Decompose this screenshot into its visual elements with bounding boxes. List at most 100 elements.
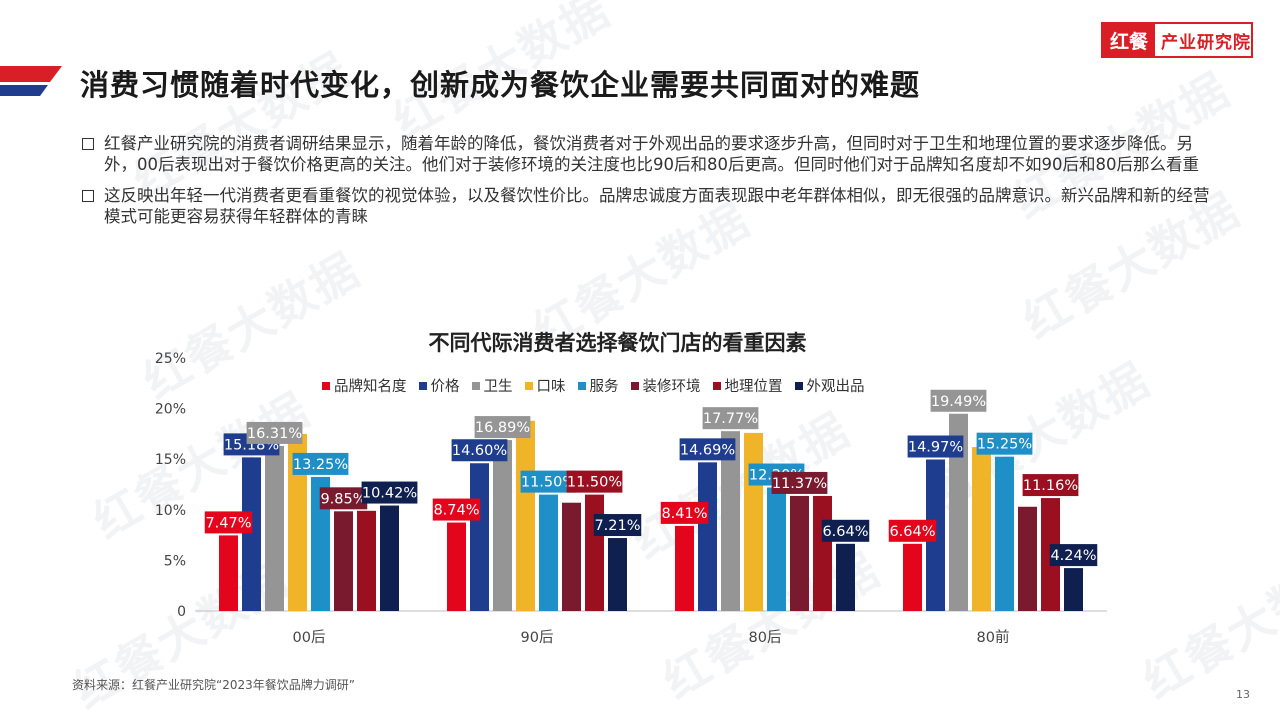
- legend-swatch: [524, 381, 533, 390]
- y-tick-label: 5%: [164, 553, 186, 569]
- x-tick-label: 90后: [521, 629, 554, 646]
- y-tick-label: 20%: [155, 402, 186, 418]
- legend-item: 卫生: [471, 375, 513, 396]
- bar: [470, 463, 489, 611]
- bar: [1018, 506, 1037, 611]
- legend-swatch: [577, 381, 586, 390]
- chart-title: 不同代际消费者选择餐饮门店的看重因素: [428, 331, 807, 355]
- data-label-box: [702, 407, 759, 430]
- data-label: 6.64%: [822, 524, 868, 540]
- bar: [288, 433, 307, 611]
- data-label: 13.25%: [293, 457, 348, 473]
- legend-swatch: [712, 381, 721, 390]
- source-note: 资料来源：红餐产业研究院“2023年餐饮品牌力调研”: [72, 678, 355, 692]
- bullet-list: 红餐产业研究院的消费者调研结果显示，随着年龄的降低，餐饮消费者对于外观出品的要求…: [82, 133, 1212, 237]
- page-title: 消费习惯随着时代变化，创新成为餐饮企业需要共同面对的难题: [80, 68, 921, 102]
- y-tick-label: 0: [177, 604, 186, 620]
- data-label: 16.89%: [475, 420, 530, 436]
- data-label-box: [907, 435, 964, 458]
- checkbox-bullet-icon: [82, 190, 94, 202]
- data-label: 9.85%: [320, 491, 366, 507]
- data-label-box: [771, 471, 828, 494]
- data-label: 11.16%: [1023, 478, 1078, 494]
- legend-item: 装修环境: [630, 375, 701, 396]
- bar: [447, 522, 466, 611]
- data-label-box: [660, 501, 709, 524]
- bar: [903, 543, 922, 611]
- bar: [1064, 568, 1083, 611]
- bar: [744, 432, 763, 611]
- data-label: 10.42%: [362, 486, 417, 502]
- bar: [767, 487, 786, 611]
- legend-swatch: [630, 381, 639, 390]
- data-label: 6.64%: [889, 524, 935, 540]
- data-label: 11.50%: [521, 475, 576, 491]
- data-label-box: [451, 439, 508, 462]
- legend-label: 口味: [536, 379, 566, 395]
- x-tick-label: 80后: [749, 629, 782, 646]
- legend-label: 服务: [589, 379, 619, 395]
- bar: [585, 494, 604, 611]
- data-label-box: [520, 470, 577, 493]
- data-label-box: [976, 432, 1033, 455]
- bullet-text: 红餐产业研究院的消费者调研结果显示，随着年龄的降低，餐饮消费者对于外观出品的要求…: [104, 134, 1199, 174]
- bar: [539, 494, 558, 611]
- legend-swatch: [322, 381, 330, 390]
- data-label: 14.69%: [680, 442, 735, 458]
- bar: [334, 511, 353, 611]
- bar: [265, 445, 284, 611]
- data-label-box: [1049, 544, 1098, 567]
- legend-item: 外观出品: [794, 375, 865, 396]
- bar: [219, 535, 238, 611]
- legend-label: 价格: [430, 379, 460, 395]
- data-label-box: [474, 416, 531, 439]
- bar: [357, 510, 376, 611]
- data-label: 11.37%: [772, 476, 827, 492]
- data-label: 7.21%: [594, 518, 640, 534]
- bullet-item: 红餐产业研究院的消费者调研结果显示，随着年龄的降低，餐饮消费者对于外观出品的要求…: [82, 133, 1212, 175]
- bar: [698, 462, 717, 611]
- data-label: 17.77%: [703, 411, 758, 427]
- bar: [608, 538, 627, 611]
- bar: [242, 457, 261, 611]
- bar: [836, 543, 855, 611]
- data-label: 19.49%: [931, 394, 986, 410]
- y-tick-label: 10%: [155, 503, 186, 519]
- data-label-box: [888, 519, 937, 542]
- bar: [493, 440, 512, 611]
- y-tick-label: 15%: [155, 452, 186, 468]
- bar: [562, 502, 581, 611]
- legend-item: 价格: [418, 375, 460, 396]
- logo-mark: 红餐: [1103, 24, 1155, 56]
- data-label-box: [246, 421, 303, 444]
- legend-item: 地理位置: [712, 375, 783, 396]
- legend-label: 装修环境: [642, 379, 701, 395]
- data-label-box: [821, 519, 870, 542]
- data-label: 15.25%: [977, 437, 1032, 453]
- legend-label: 外观出品: [806, 379, 865, 395]
- data-label-box: [566, 470, 623, 493]
- data-label-box: [1022, 474, 1079, 497]
- chart-legend: 品牌知名度 价格 卫生 口味 服务 装修环境 地理位置 外观出品: [322, 375, 877, 396]
- bar: [972, 447, 991, 611]
- x-tick-label: 80前: [977, 629, 1010, 646]
- data-label-box: [361, 481, 418, 504]
- bar: [813, 495, 832, 611]
- data-label: 8.41%: [661, 506, 707, 522]
- y-tick-label: 25%: [155, 351, 186, 367]
- bar: [311, 476, 330, 611]
- legend-swatch: [418, 381, 427, 390]
- bar: [516, 420, 535, 611]
- data-label: 14.97%: [908, 440, 963, 456]
- data-label: 4.24%: [1050, 548, 1096, 564]
- bullet-text: 这反映出年轻一代消费者更看重餐饮的视觉体验，以及餐饮性价比。品牌忠诚度方面表现跟…: [104, 186, 1210, 226]
- data-label-box: [204, 511, 253, 534]
- legend-swatch: [794, 381, 803, 390]
- checkbox-bullet-icon: [82, 138, 94, 150]
- legend-label: 地理位置: [724, 379, 783, 395]
- bar: [949, 413, 968, 611]
- bar: [995, 456, 1014, 611]
- bar: [380, 505, 399, 611]
- x-tick-label: 00后: [293, 629, 326, 646]
